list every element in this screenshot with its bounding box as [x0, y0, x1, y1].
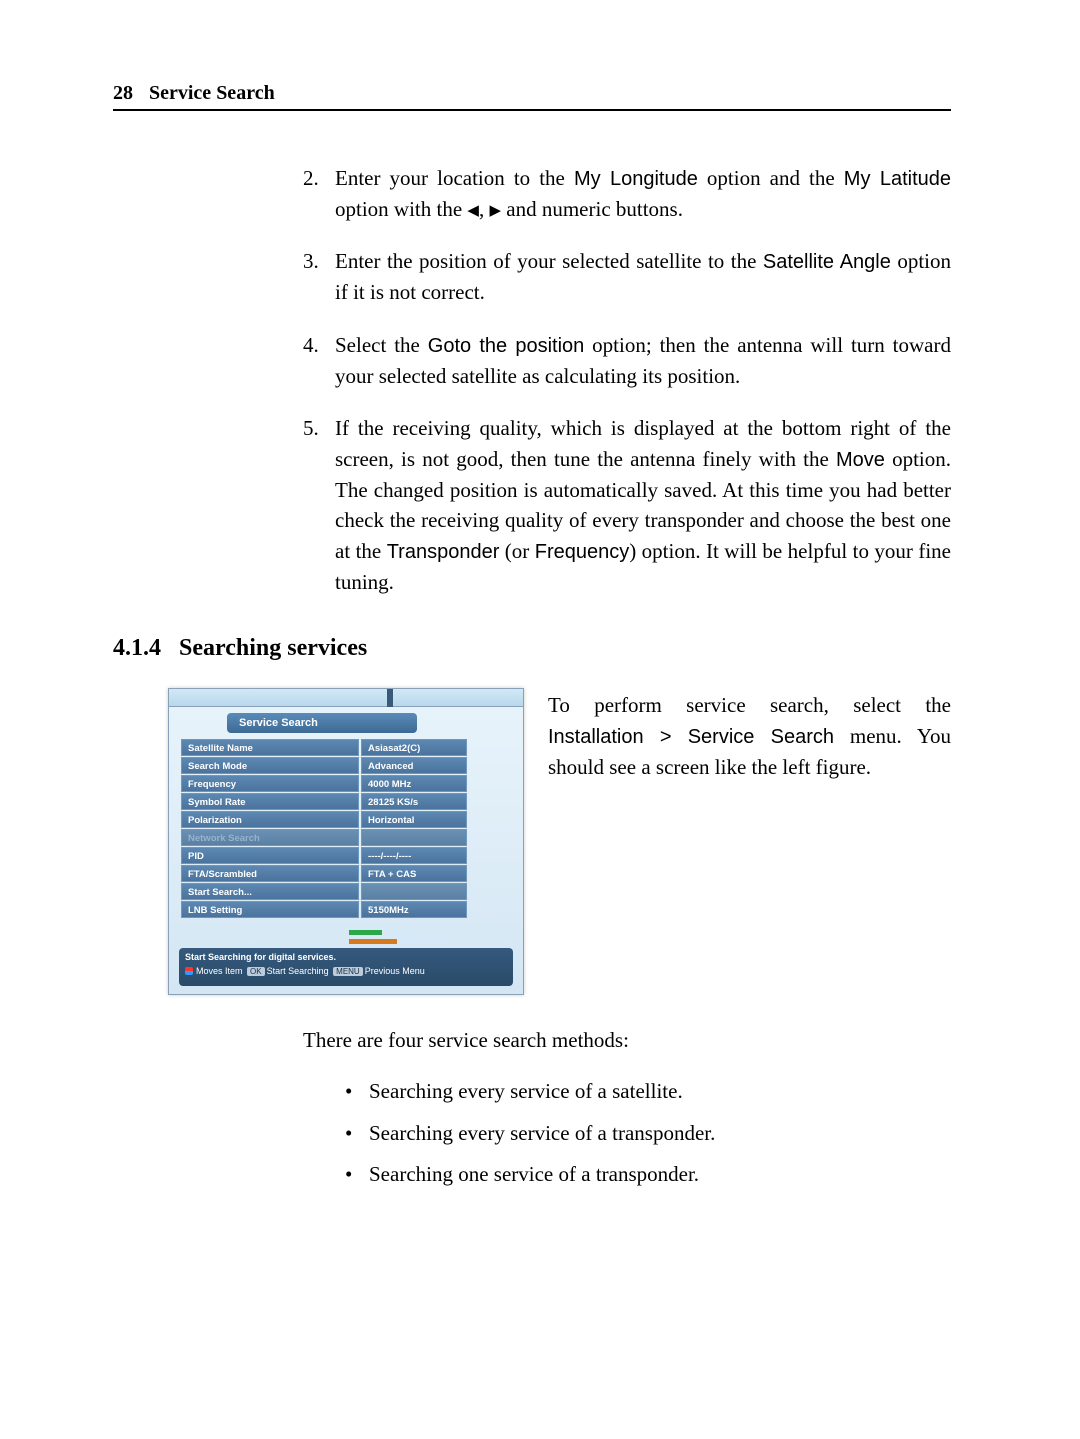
- section-number: 4.1.4: [113, 635, 161, 661]
- text: option with the: [335, 197, 467, 221]
- help-line1: Start Searching for digital services.: [185, 952, 507, 962]
- list-item: •Searching every service of a transponde…: [345, 1117, 951, 1151]
- service-search-screenshot: Service Search Satellite NameAsiasat2(C)…: [168, 688, 524, 995]
- ui-setting-value: ----/----/----: [361, 847, 467, 864]
- step-number: 2.: [303, 163, 335, 224]
- help-start: Start Searching: [267, 966, 329, 976]
- ui-setting-label: Start Search...: [181, 883, 359, 900]
- ui-help-panel: Start Searching for digital services. Mo…: [179, 948, 513, 986]
- option-satellite-angle: Satellite Angle: [763, 251, 891, 273]
- step-number: 4.: [303, 330, 335, 391]
- step-number: 5.: [303, 413, 335, 597]
- ui-setting-label: Network Search: [181, 829, 359, 846]
- menu-path: Installation > Service Search: [548, 726, 834, 748]
- text: option and the: [698, 166, 844, 190]
- text: Select the: [335, 333, 428, 357]
- text: Enter the position of your selected sate…: [335, 249, 763, 273]
- left-arrow-icon: ◀: [467, 203, 479, 219]
- text: Searching every service of a transponder…: [369, 1117, 715, 1151]
- option-move: Move: [836, 449, 885, 471]
- step-3: 3. Enter the position of your selected s…: [303, 246, 951, 307]
- ui-setting-row: PolarizationHorizontal: [181, 811, 511, 828]
- text: (or: [499, 539, 534, 563]
- ui-setting-value: Asiasat2(C): [361, 739, 467, 756]
- ui-setting-value: Horizontal: [361, 811, 467, 828]
- ui-setting-label: LNB Setting: [181, 901, 359, 918]
- section-heading: 4.1.4 Searching services: [113, 635, 951, 662]
- right-arrow-icon: ▶: [489, 203, 501, 219]
- signal-indicators: 47% Level 68% Quality: [349, 929, 523, 946]
- numbered-steps: 2. Enter your location to the My Longitu…: [303, 163, 951, 597]
- help-moves: Moves Item: [196, 966, 243, 976]
- methods-list: •Searching every service of a satellite.…: [345, 1075, 951, 1192]
- ok-key-icon: OK: [247, 967, 265, 976]
- ui-setting-row: Satellite NameAsiasat2(C): [181, 739, 511, 756]
- help-prev: Previous Menu: [365, 966, 425, 976]
- list-item: •Searching one service of a transponder.: [345, 1158, 951, 1192]
- ui-setting-label: Satellite Name: [181, 739, 359, 756]
- page-number: 28: [113, 82, 133, 104]
- ui-setting-value: 28125 KS/s: [361, 793, 467, 810]
- option-goto-position: Goto the position: [428, 335, 585, 357]
- ui-setting-value: [361, 883, 467, 900]
- option-frequency: Frequency: [535, 541, 630, 563]
- step-4: 4. Select the Goto the position option; …: [303, 330, 951, 391]
- text: and numeric buttons.: [501, 197, 683, 221]
- ui-titlebar: [169, 689, 523, 707]
- step-2: 2. Enter your location to the My Longitu…: [303, 163, 951, 224]
- text: Searching one service of a transponder.: [369, 1158, 699, 1192]
- text: To perform service search, select the: [548, 693, 951, 717]
- ui-setting-value: Advanced: [361, 757, 467, 774]
- menu-key-icon: MENU: [333, 967, 363, 976]
- step-number: 3.: [303, 246, 335, 307]
- option-transponder: Transponder: [387, 541, 500, 563]
- ui-setting-row: Search ModeAdvanced: [181, 757, 511, 774]
- ui-setting-row: FTA/ScrambledFTA + CAS: [181, 865, 511, 882]
- methods-intro: There are four service search methods:: [303, 1025, 951, 1055]
- quality-bar: [349, 939, 397, 944]
- ui-setting-label: Symbol Rate: [181, 793, 359, 810]
- section-title: Searching services: [179, 635, 367, 661]
- ui-setting-row: Symbol Rate28125 KS/s: [181, 793, 511, 810]
- ui-setting-label: PID: [181, 847, 359, 864]
- page-header: 28 Service Search: [113, 82, 951, 111]
- list-item: •Searching every service of a satellite.: [345, 1075, 951, 1109]
- bullet-icon: •: [345, 1158, 369, 1192]
- ui-setting-row: Start Search...: [181, 883, 511, 900]
- ui-setting-label: Polarization: [181, 811, 359, 828]
- ui-setting-label: FTA/Scrambled: [181, 865, 359, 882]
- ui-setting-value: 5150MHz: [361, 901, 467, 918]
- ui-setting-value: [361, 829, 467, 846]
- ui-setting-row: PID----/----/----: [181, 847, 511, 864]
- level-bar: [349, 930, 382, 935]
- ui-setting-value: 4000 MHz: [361, 775, 467, 792]
- ui-setting-row: Frequency4000 MHz: [181, 775, 511, 792]
- quality-label: 68% Quality: [400, 936, 443, 945]
- option-my-longitude: My Longitude: [574, 168, 698, 190]
- bullet-icon: •: [345, 1075, 369, 1109]
- ui-settings-list: Satellite NameAsiasat2(C)Search ModeAdva…: [169, 733, 523, 925]
- text: Enter your location to the: [335, 166, 574, 190]
- text: Searching every service of a satellite.: [369, 1075, 683, 1109]
- bullet-icon: •: [345, 1117, 369, 1151]
- header-title: Service Search: [149, 82, 275, 104]
- ui-window-title: Service Search: [227, 713, 417, 733]
- ui-setting-value: FTA + CAS: [361, 865, 467, 882]
- ui-setting-label: Search Mode: [181, 757, 359, 774]
- ui-setting-row: Network Search: [181, 829, 511, 846]
- figure-caption-text: To perform service search, select the In…: [548, 688, 951, 782]
- step-5: 5. If the receiving quality, which is di…: [303, 413, 951, 597]
- ui-setting-label: Frequency: [181, 775, 359, 792]
- ui-setting-row: LNB Setting5150MHz: [181, 901, 511, 918]
- text: ,: [479, 197, 490, 221]
- updown-icon: [185, 967, 193, 975]
- option-my-latitude: My Latitude: [844, 168, 951, 190]
